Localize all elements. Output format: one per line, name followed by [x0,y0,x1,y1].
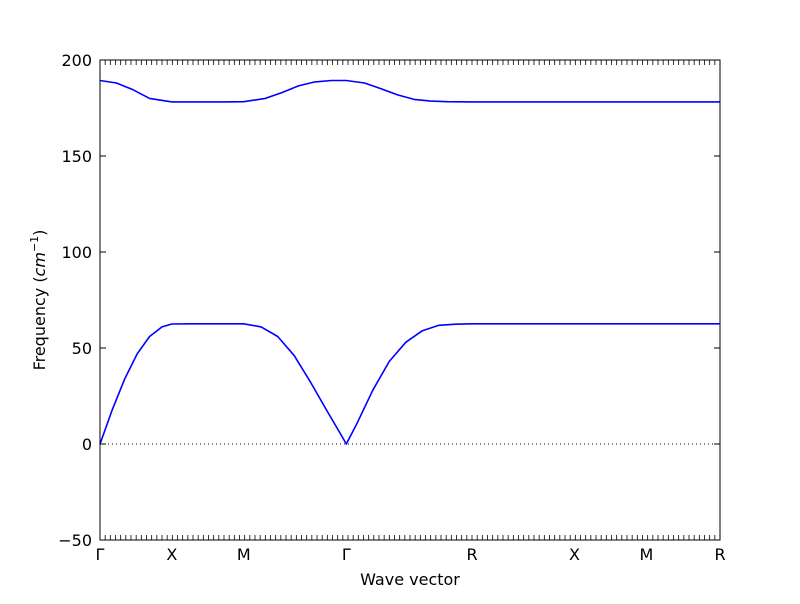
x-tick-label: R [466,545,477,564]
x-tick-label: M [640,545,654,564]
x-tick-label: X [166,545,177,564]
x-tick-label: Γ [96,545,105,564]
band-line-1 [99,322,720,445]
tick-layer: −50 0 50 100 150 200 Γ X M Γ R X M R [58,51,725,564]
y-axis-label-exponent: −1 [28,236,41,252]
y-axis-label-unit: cm [30,252,49,276]
x-axis-label: Wave vector [360,570,460,589]
y-axis-label: Frequency (cm−1) [28,230,49,371]
y-tick-label: 100 [61,243,92,262]
x-tick-label: X [569,545,580,564]
y-tick-label: 50 [72,339,92,358]
band-line-2 [99,79,720,103]
y-tick-label: −50 [58,531,92,550]
y-axis-label-close: ) [30,230,49,236]
x-tick-label: M [237,545,251,564]
plot-frame [99,59,721,541]
y-tick-label: 0 [82,435,92,454]
y-tick-label: 150 [61,147,92,166]
y-tick-label: 200 [61,51,92,70]
y-axis-label-main: Frequency ( [30,276,49,370]
series-layer [99,79,720,445]
x-tick-label: R [714,545,725,564]
x-tick-label: Γ [342,545,351,564]
